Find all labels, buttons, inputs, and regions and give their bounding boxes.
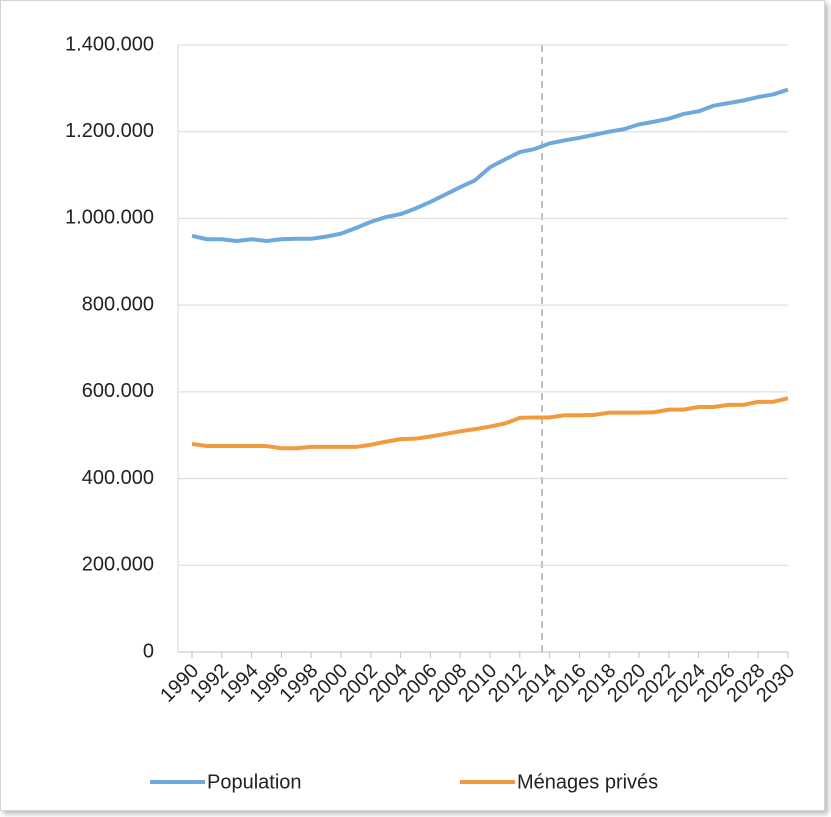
y-tick-label: 400.000 [82, 467, 154, 489]
y-tick-label: 800.000 [82, 293, 154, 315]
legend-label: Ménages privés [517, 771, 658, 793]
y-tick-label: 1.400.000 [65, 33, 154, 55]
series-line [191, 396, 789, 451]
legend-label: Population [207, 771, 302, 793]
y-tick-label: 200.000 [82, 554, 154, 576]
y-tick-label: 0 [143, 640, 154, 662]
y-tick-label: 1.200.000 [65, 120, 154, 142]
series-line [191, 87, 789, 243]
y-tick-label: 600.000 [82, 380, 154, 402]
y-tick-label: 1.000.000 [65, 207, 154, 229]
